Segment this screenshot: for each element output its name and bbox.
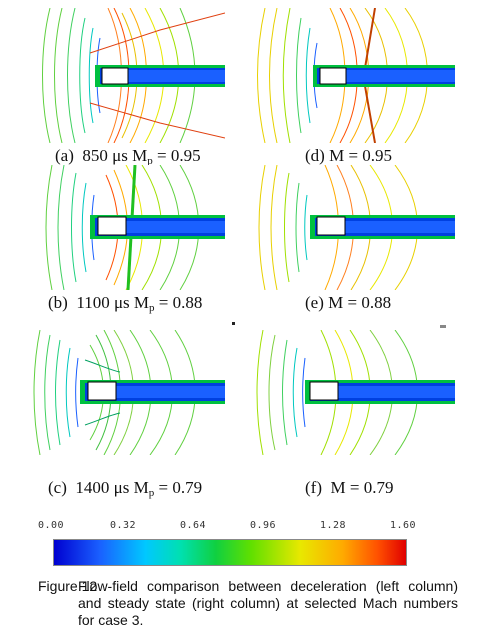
panel-caption-b: (b) 1100 μs Mp = 0.88 <box>48 293 203 314</box>
panel-mach: M = 0.88 <box>328 293 392 312</box>
panel-time-mach: 1400 μs M <box>75 478 149 497</box>
mach-value: = 0.79 <box>158 478 203 497</box>
panel-label: (f) <box>305 478 322 497</box>
panel-label: (d) <box>305 146 325 165</box>
panel-mach: M = 0.79 <box>330 478 394 497</box>
panel-caption-f: (f) M = 0.79 <box>305 478 393 498</box>
panel-caption-e: (e) M = 0.88 <box>305 293 391 313</box>
colorbar-tick: 1.60 <box>390 520 417 531</box>
mach-subscript: p <box>149 302 155 314</box>
mach-colorbar <box>53 539 407 566</box>
colorbar-tick: 0.00 <box>38 520 65 531</box>
colorbar-tick: 0.64 <box>180 520 207 531</box>
panel-caption-a: (a) 850 μs Mp = 0.95 <box>55 146 201 167</box>
mach-subscript: p <box>148 487 155 499</box>
flow-field-panel-b <box>40 165 225 290</box>
panel-time-mach: 850 μs M <box>82 146 148 165</box>
colorbar-tick: 0.32 <box>110 520 137 531</box>
flow-field-panel-c <box>30 330 225 455</box>
mach-value: = 0.88 <box>158 293 203 312</box>
figure-label: Figure 12 <box>38 578 98 594</box>
panel-mach: M = 0.95 <box>329 146 393 165</box>
flow-field-panel-a <box>30 8 225 143</box>
figure-caption: Figure 12 Flow-field comparison between … <box>38 578 458 629</box>
panel-label: (c) <box>48 478 67 497</box>
flow-field-panel-e <box>255 165 455 290</box>
flow-field-panel-f <box>255 330 455 455</box>
panel-time-mach: 1100 μs M <box>76 293 150 312</box>
panel-label: (b) <box>48 293 68 312</box>
mach-value: = 0.95 <box>156 146 201 165</box>
colorbar-tick: 0.96 <box>250 520 277 531</box>
figure-caption-text: Flow-field comparison between decelerati… <box>78 578 458 628</box>
flow-field-panel-d <box>255 8 455 143</box>
panel-label: (a) <box>55 146 74 165</box>
stray-mark <box>440 325 446 328</box>
colorbar-tick: 1.28 <box>320 520 347 531</box>
stray-mark <box>232 322 235 325</box>
panel-caption-d: (d) M = 0.95 <box>305 146 392 166</box>
mach-subscript: p <box>147 155 153 167</box>
panel-label: (e) <box>305 293 324 312</box>
panel-caption-c: (c) 1400 μs Mp = 0.79 <box>48 478 203 499</box>
